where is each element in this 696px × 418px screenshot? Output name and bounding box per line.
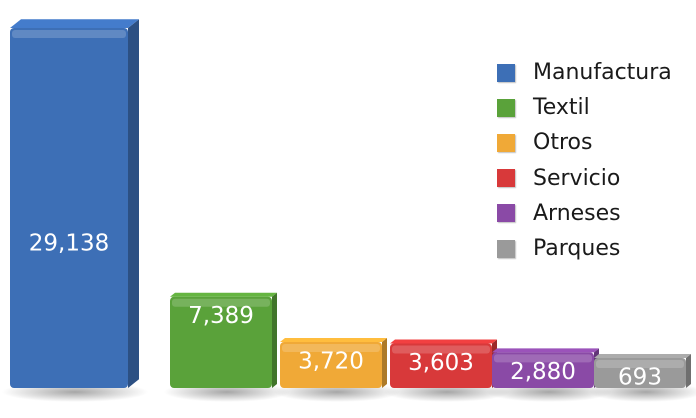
legend-item-textil: Textil: [497, 90, 672, 125]
legend-item-otros: Otros: [497, 125, 672, 160]
bar-value-label-otros: 3,720: [298, 349, 364, 375]
bar-value-label-servicio: 3,603: [408, 350, 474, 376]
bar-value-label-textil: 7,389: [188, 303, 254, 329]
legend: Manufactura Textil Otros Servicio Arnese…: [497, 55, 672, 266]
bar-side-textil: [272, 292, 277, 388]
legend-label-otros: Otros: [533, 130, 593, 156]
bar-top-arneses: [492, 348, 599, 353]
bar-front-parques: [594, 358, 686, 388]
legend-item-parques: Parques: [497, 231, 672, 266]
legend-item-servicio: Servicio: [497, 161, 672, 196]
bar-highlight-textil: [172, 298, 270, 307]
bar-top-parques: [594, 354, 691, 358]
bar-top-servicio: [390, 339, 497, 344]
legend-item-arneses: Arneses: [497, 196, 672, 231]
bar-highlight-servicio: [392, 345, 490, 354]
bar-servicio: 3,603: [383, 339, 511, 402]
bar-front-manufactura: [10, 28, 128, 388]
legend-item-manufactura: Manufactura: [497, 55, 672, 90]
bar-front-servicio: [390, 343, 492, 388]
legend-label-arneses: Arneses: [533, 200, 621, 226]
legend-label-textil: Textil: [533, 95, 590, 121]
legend-swatch-textil: [497, 98, 515, 117]
bar-parques: 693: [588, 354, 696, 402]
legend-swatch-manufactura: [497, 63, 515, 82]
bar-value-label-parques: 693: [618, 365, 662, 391]
bar-top-otros: [280, 338, 387, 343]
bar-front-otros: [280, 342, 382, 388]
bar-side-manufactura: [128, 19, 139, 388]
bar-side-otros: [382, 338, 387, 388]
legend-swatch-servicio: [497, 169, 515, 188]
bar-highlight-manufactura: [12, 30, 126, 38]
bar-highlight-otros: [282, 344, 380, 353]
bar-side-parques: [686, 354, 691, 388]
bar-front-textil: [170, 296, 272, 388]
bar-value-label-arneses: 2,880: [510, 359, 576, 385]
legend-label-manufactura: Manufactura: [533, 60, 672, 86]
bar-top-manufactura: [10, 19, 139, 28]
bar-arneses: 2,880: [485, 348, 613, 402]
bar-highlight-arneses: [494, 354, 592, 363]
bar-front-arneses: [492, 352, 594, 388]
bar-otros: 3,720: [273, 338, 401, 402]
bar-top-textil: [170, 292, 277, 297]
bar-textil: 7,389: [163, 292, 291, 402]
legend-swatch-otros: [497, 133, 515, 152]
legend-label-parques: Parques: [533, 236, 621, 262]
legend-swatch-arneses: [497, 204, 515, 223]
bar-highlight-parques: [596, 360, 684, 368]
legend-swatch-parques: [497, 239, 515, 258]
legend-label-servicio: Servicio: [533, 165, 621, 191]
bar-value-label-manufactura: 29,138: [29, 231, 109, 257]
bar-manufactura: 29,138: [1, 19, 149, 402]
